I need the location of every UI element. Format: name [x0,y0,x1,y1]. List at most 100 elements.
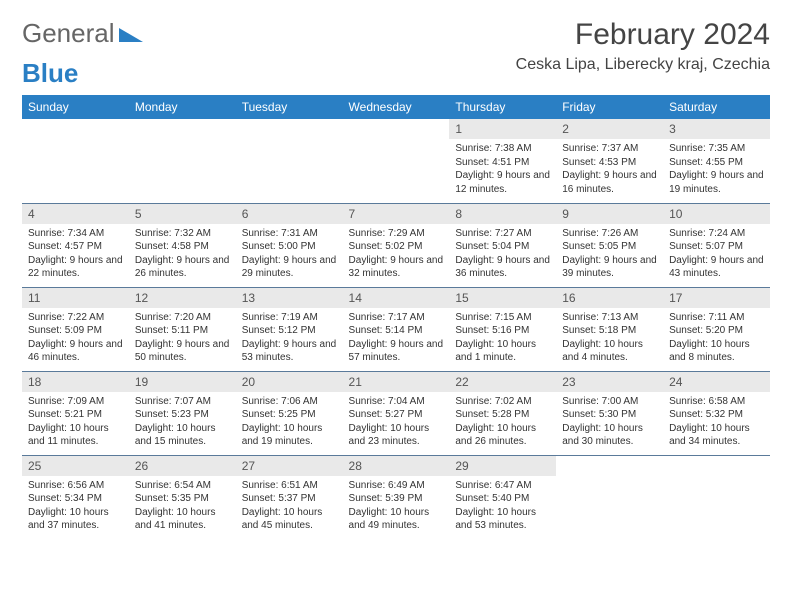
logo-text-general: General [22,18,115,49]
calendar-cell: 11Sunrise: 7:22 AMSunset: 5:09 PMDayligh… [22,287,129,371]
calendar-cell: 26Sunrise: 6:54 AMSunset: 5:35 PMDayligh… [129,455,236,539]
day-number: 3 [663,119,770,139]
day-header: Saturday [663,95,770,119]
day-header: Monday [129,95,236,119]
day-number: 7 [343,204,450,224]
calendar-cell: 16Sunrise: 7:13 AMSunset: 5:18 PMDayligh… [556,287,663,371]
calendar-cell: 5Sunrise: 7:32 AMSunset: 4:58 PMDaylight… [129,203,236,287]
day-details: Sunrise: 6:54 AMSunset: 5:35 PMDaylight:… [129,476,236,537]
calendar-cell: 15Sunrise: 7:15 AMSunset: 5:16 PMDayligh… [449,287,556,371]
calendar-week-row: 18Sunrise: 7:09 AMSunset: 5:21 PMDayligh… [22,371,770,455]
day-number: 16 [556,288,663,308]
day-number: 28 [343,456,450,476]
calendar-cell: 1Sunrise: 7:38 AMSunset: 4:51 PMDaylight… [449,119,556,203]
month-title: February 2024 [516,18,770,52]
day-number: 25 [22,456,129,476]
day-details: Sunrise: 7:06 AMSunset: 5:25 PMDaylight:… [236,392,343,453]
day-number: 8 [449,204,556,224]
logo-text-blue: Blue [22,58,78,88]
calendar-cell: 23Sunrise: 7:00 AMSunset: 5:30 PMDayligh… [556,371,663,455]
logo: General [22,18,143,49]
calendar-cell: 13Sunrise: 7:19 AMSunset: 5:12 PMDayligh… [236,287,343,371]
calendar-cell: 22Sunrise: 7:02 AMSunset: 5:28 PMDayligh… [449,371,556,455]
day-details: Sunrise: 7:09 AMSunset: 5:21 PMDaylight:… [22,392,129,453]
calendar-cell: 8Sunrise: 7:27 AMSunset: 5:04 PMDaylight… [449,203,556,287]
day-details: Sunrise: 7:37 AMSunset: 4:53 PMDaylight:… [556,139,663,200]
day-number: 18 [22,372,129,392]
day-details: Sunrise: 6:47 AMSunset: 5:40 PMDaylight:… [449,476,556,537]
day-details: Sunrise: 7:20 AMSunset: 5:11 PMDaylight:… [129,308,236,369]
day-details: Sunrise: 6:51 AMSunset: 5:37 PMDaylight:… [236,476,343,537]
day-number: 21 [343,372,450,392]
calendar-cell: .. [343,119,450,203]
day-header: Tuesday [236,95,343,119]
day-details: Sunrise: 7:19 AMSunset: 5:12 PMDaylight:… [236,308,343,369]
calendar-header-row: SundayMondayTuesdayWednesdayThursdayFrid… [22,95,770,119]
calendar-week-row: 25Sunrise: 6:56 AMSunset: 5:34 PMDayligh… [22,455,770,539]
day-number: 11 [22,288,129,308]
calendar-cell: 9Sunrise: 7:26 AMSunset: 5:05 PMDaylight… [556,203,663,287]
day-number: 14 [343,288,450,308]
day-details: Sunrise: 7:00 AMSunset: 5:30 PMDaylight:… [556,392,663,453]
calendar-cell: 12Sunrise: 7:20 AMSunset: 5:11 PMDayligh… [129,287,236,371]
calendar-cell: 24Sunrise: 6:58 AMSunset: 5:32 PMDayligh… [663,371,770,455]
calendar-cell: 18Sunrise: 7:09 AMSunset: 5:21 PMDayligh… [22,371,129,455]
calendar-cell: 19Sunrise: 7:07 AMSunset: 5:23 PMDayligh… [129,371,236,455]
calendar-cell: 6Sunrise: 7:31 AMSunset: 5:00 PMDaylight… [236,203,343,287]
day-details: Sunrise: 7:13 AMSunset: 5:18 PMDaylight:… [556,308,663,369]
calendar-week-row: 4Sunrise: 7:34 AMSunset: 4:57 PMDaylight… [22,203,770,287]
day-number: 4 [22,204,129,224]
day-number: 19 [129,372,236,392]
calendar-cell: .. [236,119,343,203]
day-number: 24 [663,372,770,392]
day-number: 5 [129,204,236,224]
day-number: 6 [236,204,343,224]
day-details: Sunrise: 6:58 AMSunset: 5:32 PMDaylight:… [663,392,770,453]
calendar-cell: 2Sunrise: 7:37 AMSunset: 4:53 PMDaylight… [556,119,663,203]
day-details: Sunrise: 7:35 AMSunset: 4:55 PMDaylight:… [663,139,770,200]
day-header: Friday [556,95,663,119]
day-details: Sunrise: 7:29 AMSunset: 5:02 PMDaylight:… [343,224,450,285]
calendar-cell: 4Sunrise: 7:34 AMSunset: 4:57 PMDaylight… [22,203,129,287]
day-details: Sunrise: 7:02 AMSunset: 5:28 PMDaylight:… [449,392,556,453]
day-number: 22 [449,372,556,392]
day-header: Wednesday [343,95,450,119]
calendar-cell: 20Sunrise: 7:06 AMSunset: 5:25 PMDayligh… [236,371,343,455]
day-number: 15 [449,288,556,308]
calendar-cell: 21Sunrise: 7:04 AMSunset: 5:27 PMDayligh… [343,371,450,455]
day-number: 29 [449,456,556,476]
day-details: Sunrise: 7:07 AMSunset: 5:23 PMDaylight:… [129,392,236,453]
calendar-week-row: ........1Sunrise: 7:38 AMSunset: 4:51 PM… [22,119,770,203]
day-details: Sunrise: 7:34 AMSunset: 4:57 PMDaylight:… [22,224,129,285]
calendar-cell: 17Sunrise: 7:11 AMSunset: 5:20 PMDayligh… [663,287,770,371]
day-details: Sunrise: 7:04 AMSunset: 5:27 PMDaylight:… [343,392,450,453]
day-number: 10 [663,204,770,224]
day-number: 13 [236,288,343,308]
calendar-cell: .. [663,455,770,539]
day-header: Thursday [449,95,556,119]
calendar-cell: 7Sunrise: 7:29 AMSunset: 5:02 PMDaylight… [343,203,450,287]
calendar-table: SundayMondayTuesdayWednesdayThursdayFrid… [22,95,770,539]
calendar-cell: 25Sunrise: 6:56 AMSunset: 5:34 PMDayligh… [22,455,129,539]
day-details: Sunrise: 7:32 AMSunset: 4:58 PMDaylight:… [129,224,236,285]
day-details: Sunrise: 7:11 AMSunset: 5:20 PMDaylight:… [663,308,770,369]
calendar-cell: 14Sunrise: 7:17 AMSunset: 5:14 PMDayligh… [343,287,450,371]
day-number: 27 [236,456,343,476]
day-details: Sunrise: 7:22 AMSunset: 5:09 PMDaylight:… [22,308,129,369]
day-header: Sunday [22,95,129,119]
day-number: 2 [556,119,663,139]
logo-triangle-icon [119,18,143,49]
day-details: Sunrise: 7:38 AMSunset: 4:51 PMDaylight:… [449,139,556,200]
day-details: Sunrise: 6:56 AMSunset: 5:34 PMDaylight:… [22,476,129,537]
calendar-cell: 3Sunrise: 7:35 AMSunset: 4:55 PMDaylight… [663,119,770,203]
day-details: Sunrise: 7:15 AMSunset: 5:16 PMDaylight:… [449,308,556,369]
calendar-cell: .. [129,119,236,203]
calendar-cell: .. [22,119,129,203]
calendar-cell: 27Sunrise: 6:51 AMSunset: 5:37 PMDayligh… [236,455,343,539]
day-number: 20 [236,372,343,392]
calendar-cell: 29Sunrise: 6:47 AMSunset: 5:40 PMDayligh… [449,455,556,539]
day-details: Sunrise: 7:26 AMSunset: 5:05 PMDaylight:… [556,224,663,285]
calendar-week-row: 11Sunrise: 7:22 AMSunset: 5:09 PMDayligh… [22,287,770,371]
day-details: Sunrise: 6:49 AMSunset: 5:39 PMDaylight:… [343,476,450,537]
day-number: 9 [556,204,663,224]
